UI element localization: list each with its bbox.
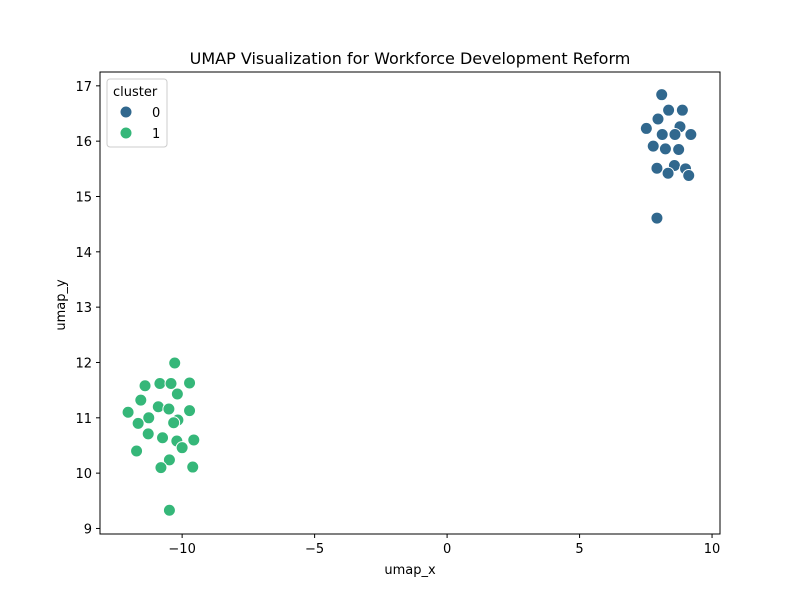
- data-point-cluster-1-4: [183, 376, 197, 390]
- data-point-cluster-1-16: [156, 431, 170, 445]
- data-point-cluster-1-21: [162, 453, 176, 467]
- data-point-cluster-0-7: [668, 128, 682, 142]
- data-point-cluster-0-15: [661, 166, 675, 180]
- x-tick-label: −5: [305, 542, 324, 557]
- data-point-cluster-1-18: [187, 433, 201, 447]
- data-point-cluster-1-15: [141, 427, 155, 441]
- data-point-cluster-0-0: [655, 88, 669, 102]
- data-point-cluster-1-19: [175, 441, 189, 455]
- chart-title: UMAP Visualization for Workforce Develop…: [190, 49, 631, 68]
- y-tick-label: 16: [75, 135, 92, 150]
- y-tick-label: 17: [75, 80, 92, 95]
- data-point-cluster-0-1: [662, 103, 676, 117]
- data-point-cluster-1-20: [130, 444, 144, 458]
- legend-label-cluster-0: 0: [152, 106, 160, 121]
- data-point-cluster-1-7: [151, 400, 165, 414]
- data-point-cluster-0-9: [646, 139, 660, 153]
- y-tick-label: 11: [75, 412, 92, 427]
- data-point-cluster-1-8: [162, 402, 176, 416]
- data-point-cluster-1-3: [164, 377, 178, 391]
- data-point-cluster-0-4: [639, 121, 653, 135]
- plot-frame: [99, 71, 721, 535]
- data-point-cluster-1-11: [142, 411, 156, 425]
- legend-marker-cluster-0: [119, 105, 133, 119]
- data-point-cluster-1-0: [168, 356, 182, 370]
- data-point-cluster-0-3: [651, 112, 665, 126]
- data-point-cluster-1-14: [131, 416, 145, 430]
- data-point-cluster-1-6: [134, 393, 148, 407]
- data-point-cluster-0-6: [655, 128, 669, 142]
- legend-label-cluster-1: 1: [152, 127, 160, 142]
- data-point-cluster-1-5: [170, 387, 184, 401]
- x-tick-label: −10: [168, 542, 195, 557]
- y-tick-label: 15: [75, 190, 92, 205]
- data-point-cluster-1-24: [162, 503, 176, 517]
- data-point-cluster-0-17: [650, 211, 664, 225]
- data-point-cluster-0-11: [672, 142, 686, 156]
- data-point-cluster-0-2: [675, 103, 689, 117]
- data-point-cluster-0-16: [682, 168, 696, 182]
- y-tick-label: 13: [75, 301, 92, 316]
- x-axis-label: umap_x: [384, 563, 436, 578]
- y-tick-label: 9: [84, 522, 92, 537]
- y-axis-label: umap_y: [54, 279, 69, 331]
- legend: cluster 0 1: [106, 78, 168, 148]
- data-point-cluster-1-9: [183, 404, 197, 418]
- data-point-cluster-1-22: [154, 461, 168, 475]
- x-tick-label: 0: [443, 542, 451, 557]
- y-tick-label: 14: [75, 246, 92, 261]
- data-point-cluster-1-1: [138, 379, 152, 393]
- data-point-cluster-0-10: [658, 142, 672, 156]
- y-tick-label: 12: [75, 356, 92, 371]
- data-point-cluster-0-8: [684, 128, 698, 142]
- y-tick-label: 10: [75, 467, 92, 482]
- data-point-cluster-1-2: [153, 377, 167, 391]
- data-point-cluster-1-10: [121, 405, 135, 419]
- data-point-cluster-0-13: [650, 161, 664, 175]
- x-tick-label: 5: [575, 542, 583, 557]
- legend-marker-cluster-1: [119, 126, 133, 140]
- data-point-cluster-1-23: [186, 460, 200, 474]
- data-point-cluster-1-13: [167, 416, 181, 430]
- x-tick-label: 10: [704, 542, 721, 557]
- legend-title: cluster: [113, 85, 158, 100]
